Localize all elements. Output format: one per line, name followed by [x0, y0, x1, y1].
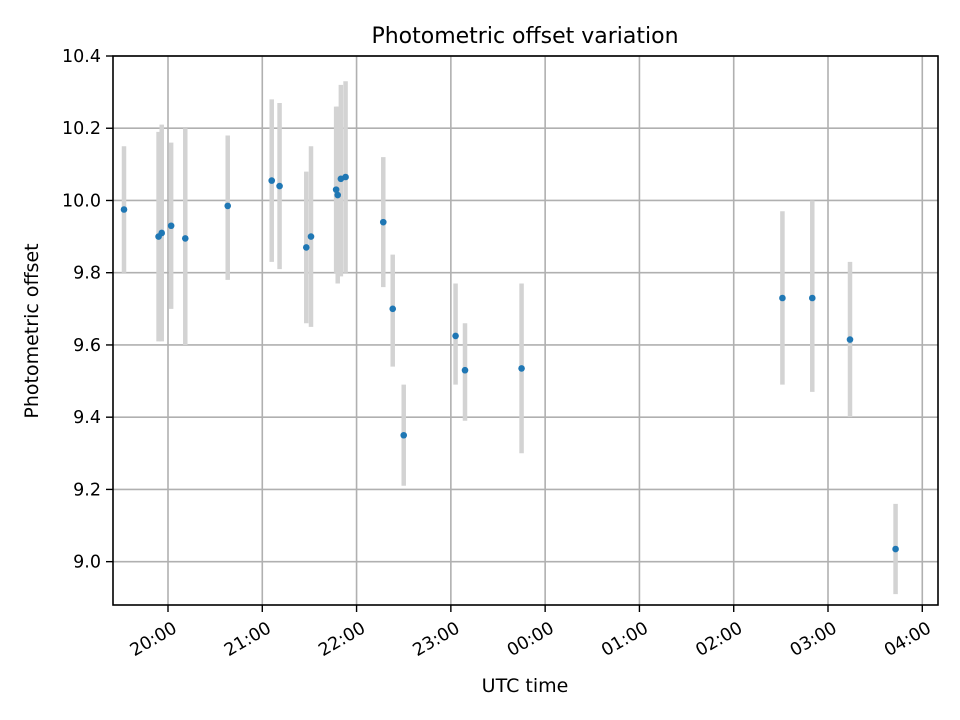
data-point — [452, 332, 459, 340]
data-point — [181, 235, 189, 242]
y-tick-label: 10.4 — [62, 47, 101, 67]
x-tick-label: 21:00 — [221, 618, 275, 661]
x-tick-label: 20:00 — [127, 618, 181, 661]
x-tick-label: 03:00 — [787, 618, 841, 661]
data-point — [846, 336, 854, 343]
y-tick-label: 10.0 — [62, 191, 101, 211]
y-tick-label: 9.0 — [73, 553, 101, 573]
data-points — [120, 173, 899, 553]
y-tick-label: 9.6 — [73, 336, 101, 356]
x-tick-label: 23:00 — [410, 618, 464, 661]
y-axis-label: Photometric offset — [21, 243, 43, 418]
data-point — [334, 191, 342, 199]
y-tick-label: 9.8 — [73, 264, 101, 284]
plot-area-frame — [112, 55, 939, 606]
data-point — [389, 305, 397, 313]
data-point — [779, 294, 786, 302]
data-point — [224, 202, 232, 210]
data-point — [400, 431, 408, 439]
data-point — [892, 545, 899, 553]
x-axis-label: UTC time — [482, 675, 569, 697]
data-point — [518, 365, 525, 372]
data-point — [268, 177, 276, 184]
data-point — [808, 294, 816, 302]
data-point — [307, 233, 315, 240]
chart-title: Photometric offset variation — [371, 24, 678, 49]
x-tick-label: 04:00 — [881, 618, 935, 661]
data-point — [342, 173, 349, 181]
data-point — [379, 218, 387, 226]
axis-ticks: 20:00 21:00 22:00 23:00 00:00 01:00 02:00 03:00… — [62, 47, 935, 661]
error-bars — [121, 81, 898, 595]
data-point — [302, 244, 310, 251]
x-tick-label: 22:00 — [315, 618, 369, 661]
data-point — [158, 229, 166, 237]
data-point — [120, 206, 128, 213]
data-point — [332, 186, 340, 193]
y-tick-label: 9.2 — [73, 480, 101, 500]
x-tick-label: 02:00 — [693, 618, 747, 661]
data-point — [461, 366, 469, 374]
data-point — [276, 182, 283, 190]
x-tick-label: 00:00 — [504, 618, 558, 661]
y-tick-label: 10.2 — [62, 119, 101, 139]
y-tick-label: 9.4 — [73, 408, 101, 428]
data-point — [167, 222, 175, 230]
x-tick-label: 01:00 — [598, 618, 652, 661]
